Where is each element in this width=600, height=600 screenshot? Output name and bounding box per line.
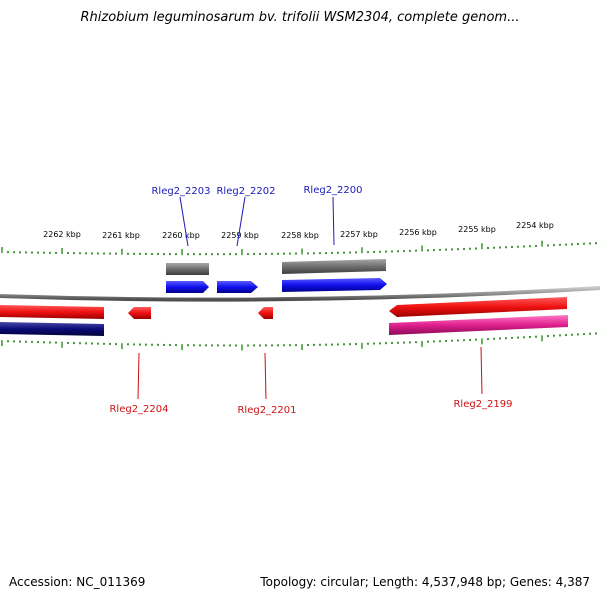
scale-label-2259: 2259 kbp xyxy=(221,231,259,240)
gene-labels: Rleg2_2203 Rleg2_2202 Rleg2_2200 Rleg2_2… xyxy=(109,185,512,416)
label-leaders xyxy=(137,196,483,400)
gene-label-rleg2-2203[interactable]: Rleg2_2203 xyxy=(151,186,210,197)
inner-tick-ring xyxy=(1,332,597,351)
gene-label-rleg2-2200[interactable]: Rleg2_2200 xyxy=(303,185,362,196)
cds-feature-rleg2-2200[interactable] xyxy=(282,278,387,292)
reverse-features xyxy=(0,297,568,336)
leader-rleg2-2200 xyxy=(332,196,335,246)
cds-feature-rleg2-2205[interactable] xyxy=(0,305,104,319)
cds-feature-rleg2-2202[interactable] xyxy=(217,281,258,293)
scale-label-2261: 2261 kbp xyxy=(102,231,140,240)
scale-label-2254: 2254 kbp xyxy=(516,221,554,230)
scale-label-2258: 2258 kbp xyxy=(281,231,319,240)
leader-rleg2-2203 xyxy=(179,196,189,247)
cds-feature-rleg2-2203[interactable] xyxy=(166,281,209,293)
leader-rleg2-2201 xyxy=(264,352,267,400)
gene-label-rleg2-2199[interactable]: Rleg2_2199 xyxy=(453,399,512,410)
gene-label-rleg2-2204[interactable]: Rleg2_2204 xyxy=(109,404,168,415)
gene-feature-rleg2-2199[interactable] xyxy=(389,315,568,335)
genome-summary-label: Topology: circular; Length: 4,537,948 bp… xyxy=(260,575,590,589)
gene-label-rleg2-2201[interactable]: Rleg2_2201 xyxy=(237,405,296,416)
scale-label-2257: 2257 kbp xyxy=(340,230,378,239)
leader-rleg2-2204 xyxy=(137,352,140,400)
leader-rleg2-2202 xyxy=(236,196,246,247)
scale-label-2255: 2255 kbp xyxy=(458,225,496,234)
map-title: Rhizobium leguminosarum bv. trifolii WSM… xyxy=(80,10,520,25)
gene-feature-rleg2-2203[interactable] xyxy=(166,263,209,275)
gene-feature-rleg2-2205[interactable] xyxy=(0,322,104,336)
scale-label-2256: 2256 kbp xyxy=(399,228,437,237)
gene-feature-rleg2-2200[interactable] xyxy=(282,259,386,274)
outer-tick-ring xyxy=(1,240,597,256)
accession-label: Accession: NC_011369 xyxy=(9,575,146,589)
cds-feature-rleg2-2204[interactable] xyxy=(128,307,151,319)
cds-feature-rleg2-2201[interactable] xyxy=(258,307,273,319)
scale-label-2260: 2260 kbp xyxy=(162,231,200,240)
scale-label-2262: 2262 kbp xyxy=(43,230,81,239)
leader-rleg2-2199 xyxy=(480,346,483,395)
scale-labels: 2262 kbp 2261 kbp 2260 kbp 2259 kbp 2258… xyxy=(43,221,554,240)
forward-features xyxy=(166,259,387,293)
cds-feature-rleg2-2199[interactable] xyxy=(389,297,567,317)
gene-label-rleg2-2202[interactable]: Rleg2_2202 xyxy=(216,186,275,197)
genome-backbone xyxy=(0,286,600,302)
